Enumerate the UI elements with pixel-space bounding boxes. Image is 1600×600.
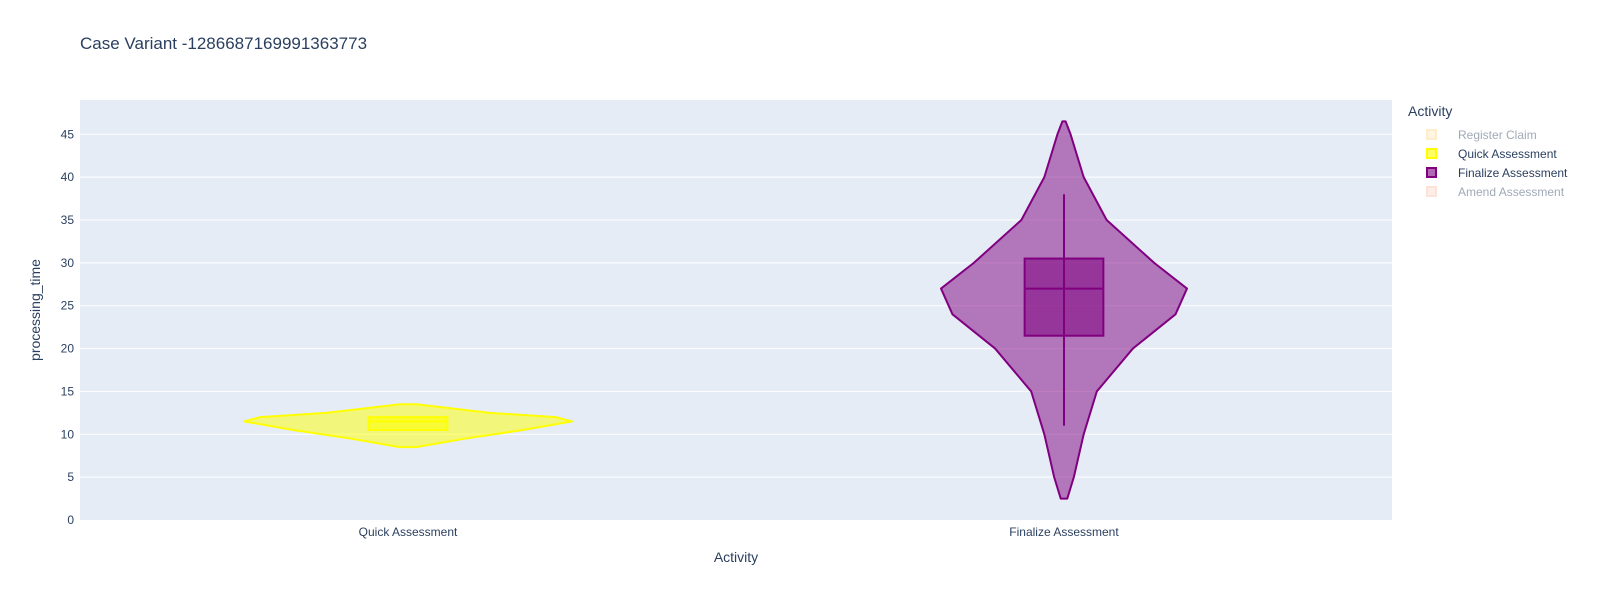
- legend-title: Activity: [1408, 103, 1453, 119]
- legend-item[interactable]: Finalize Assessment: [1412, 163, 1567, 182]
- y-axis-label: processing_time: [27, 259, 43, 361]
- y-tick-label: 5: [67, 470, 74, 484]
- y-tick-label: 45: [61, 127, 75, 141]
- y-tick-label: 25: [61, 299, 75, 313]
- legend: Activity Register Claim Quick Assessment F…: [1408, 103, 1567, 201]
- plot-area: [80, 100, 1392, 520]
- legend-swatch: [1426, 129, 1437, 140]
- legend-item[interactable]: Quick Assessment: [1412, 144, 1567, 163]
- legend-label: Amend Assessment: [1458, 184, 1565, 199]
- box: [367, 416, 449, 431]
- grid-lines: [80, 133, 1392, 478]
- y-tick-label: 20: [61, 342, 75, 356]
- legend-swatch: [1426, 167, 1437, 178]
- y-tick-label: 10: [61, 427, 75, 441]
- y-axis-ticks: 0 5 10 15 20 25 30 35 40 45: [61, 127, 75, 527]
- y-tick-label: 15: [61, 384, 75, 398]
- legend-label: Register Claim: [1458, 127, 1537, 142]
- legend-item[interactable]: Register Claim: [1412, 125, 1567, 144]
- legend-swatch: [1426, 186, 1437, 197]
- x-tick-label: Quick Assessment: [359, 525, 458, 539]
- y-tick-label: 40: [61, 170, 75, 184]
- y-tick-label: 30: [61, 256, 75, 270]
- violin-quick-assessment: [243, 403, 573, 449]
- violin-finalize-assessment: [940, 120, 1188, 500]
- legend-swatch: [1426, 148, 1437, 159]
- violins: [243, 120, 1188, 500]
- legend-label: Finalize Assessment: [1458, 165, 1568, 180]
- chart-title: Case Variant -1286687169991363773: [80, 34, 368, 53]
- legend-item[interactable]: Amend Assessment: [1412, 182, 1567, 201]
- y-tick-label: 35: [61, 213, 75, 227]
- legend-label: Quick Assessment: [1458, 146, 1557, 161]
- x-axis-ticks: Quick Assessment Finalize Assessment: [359, 525, 1120, 539]
- box: [1023, 257, 1105, 337]
- x-axis-label: Activity: [714, 549, 758, 565]
- y-tick-label: 0: [67, 513, 74, 527]
- x-tick-label: Finalize Assessment: [1009, 525, 1119, 539]
